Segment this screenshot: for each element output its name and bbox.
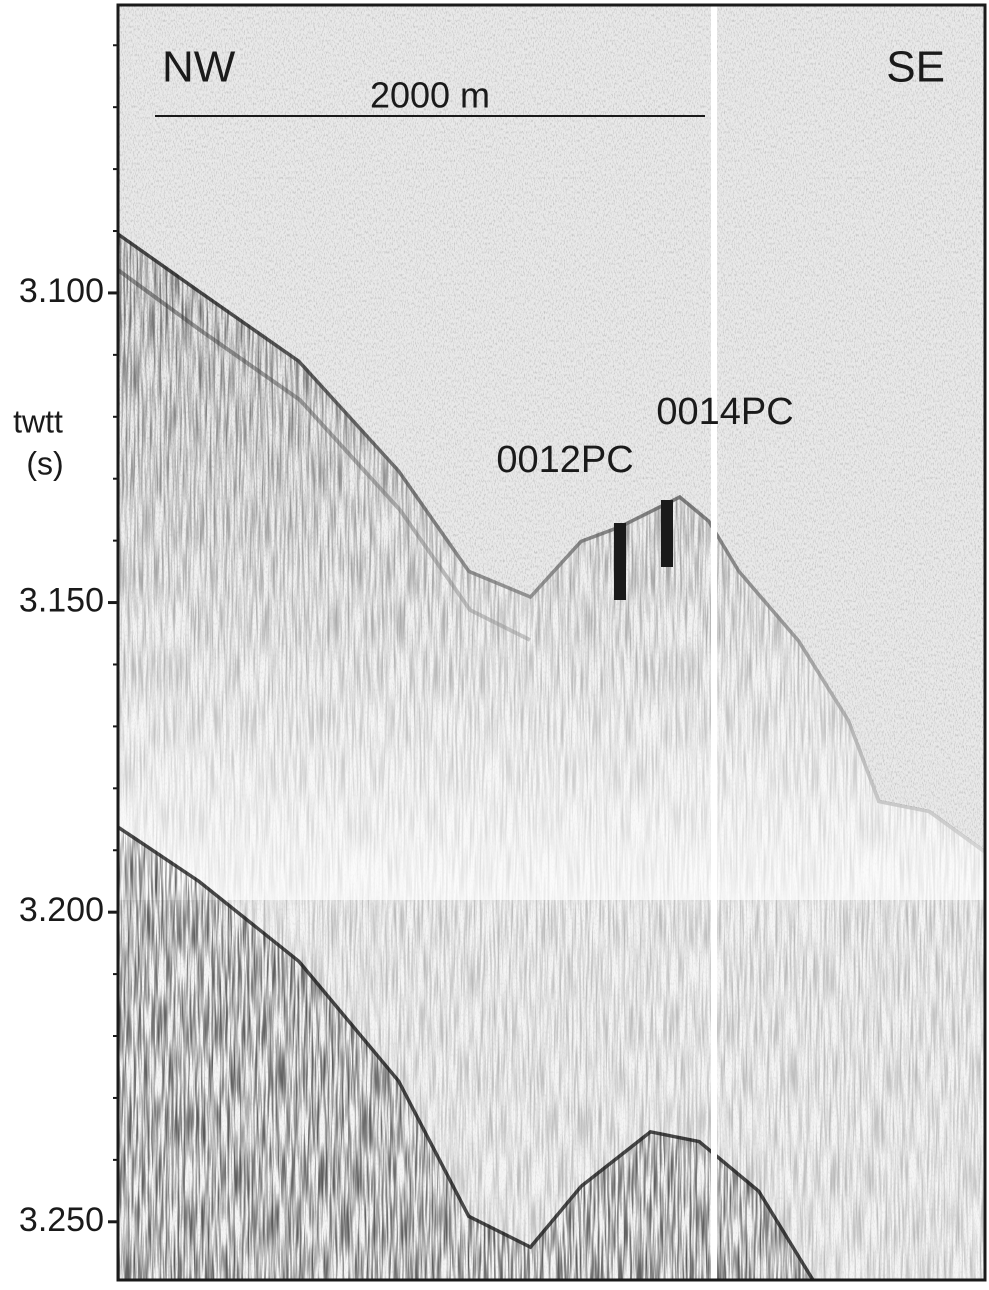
scale-label: 2000 m xyxy=(370,75,490,116)
core-marker xyxy=(661,500,673,567)
core-label: 0012PC xyxy=(496,439,633,481)
seismic-image xyxy=(118,5,985,1280)
direction-label: SE xyxy=(886,43,945,92)
y-tick-label: 3.100 xyxy=(19,272,104,310)
axis-label: twtt xyxy=(13,403,63,439)
direction-label: NW xyxy=(162,43,236,92)
core-label: 0014PC xyxy=(656,391,793,433)
y-tick-label: 3.150 xyxy=(19,582,104,620)
y-tick-label: 3.200 xyxy=(19,891,104,929)
seismic-figure: NW SE 2000 m 0012PC 0014PC twtt (s) 3.10… xyxy=(0,0,989,1290)
y-tick-label: 3.250 xyxy=(19,1201,104,1239)
axis-label: (s) xyxy=(26,445,63,481)
core-marker xyxy=(614,523,626,600)
